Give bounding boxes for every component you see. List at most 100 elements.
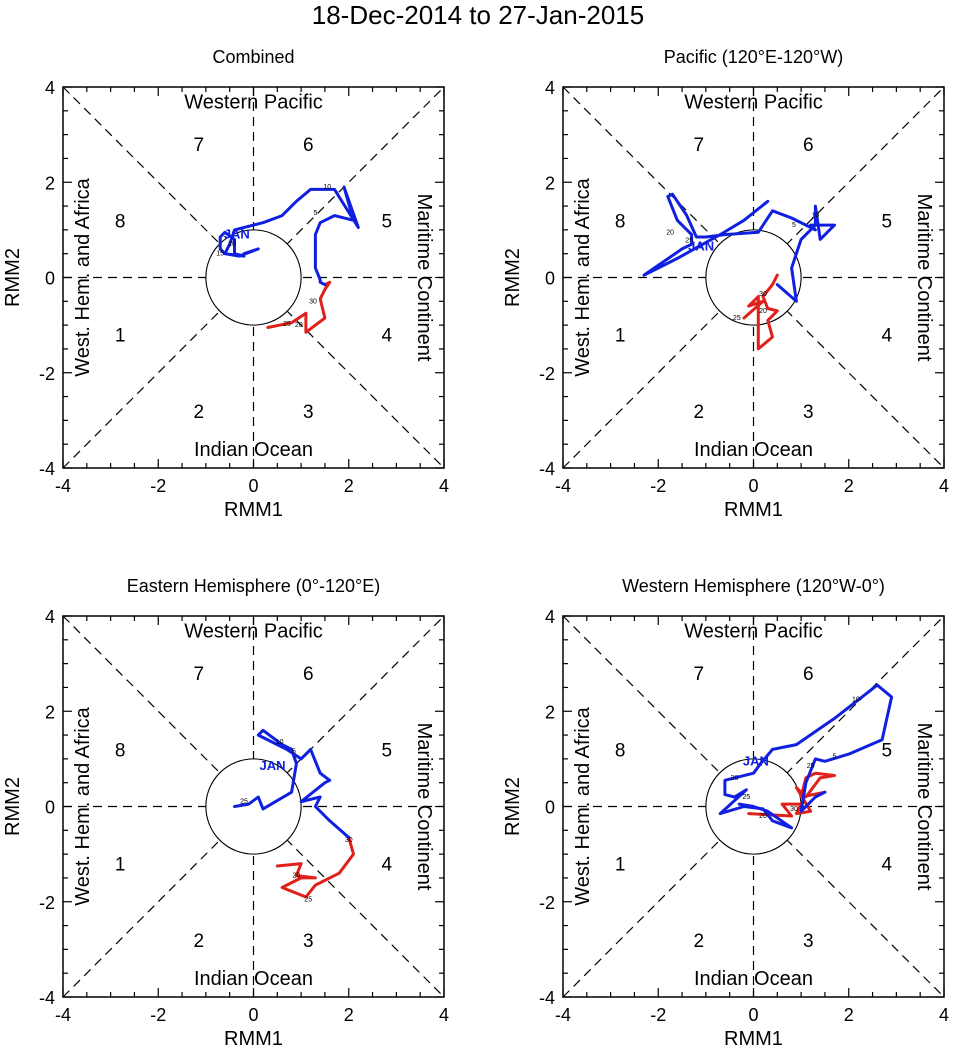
y-axis-label: RMM2	[2, 248, 24, 307]
y-tick-label: -2	[39, 893, 55, 913]
phase-number-5: 5	[382, 211, 393, 232]
series-line-january	[718, 683, 894, 830]
x-tick-label: 4	[439, 476, 449, 496]
region-label-right: Maritime Continent	[413, 194, 435, 362]
x-tick-label: 0	[748, 1005, 758, 1025]
panel-title: Pacific (120°E-120°W)	[664, 47, 843, 67]
phase-number-6: 6	[303, 664, 314, 685]
month-label: JAN	[260, 758, 286, 773]
day-label: 10	[276, 739, 284, 746]
day-label: 20	[759, 813, 767, 820]
y-tick-label: 0	[45, 798, 55, 818]
region-label-top: Western Pacific	[184, 620, 323, 642]
region-label-right: Maritime Continent	[913, 194, 935, 362]
x-tick-label: -4	[555, 1005, 571, 1025]
panel-title: Western Hemisphere (120°W-0°)	[622, 576, 885, 596]
x-tick-label: -4	[55, 1005, 71, 1025]
y-tick-label: -2	[539, 893, 555, 913]
day-label: 30	[309, 298, 317, 305]
figure-title: 18-Dec-2014 to 27-Jan-2015	[312, 0, 644, 30]
day-label: 25	[240, 799, 248, 806]
phase-number-4: 4	[382, 855, 393, 876]
phase-number-1: 1	[115, 855, 126, 876]
day-label: 25	[742, 794, 750, 801]
region-label-left: West. Hem. and Africa	[572, 706, 594, 905]
region-label-bottom: Indian Ocean	[194, 439, 313, 461]
y-tick-label: -2	[39, 364, 55, 384]
x-axis-label: RMM1	[724, 1028, 783, 1050]
x-tick-label: 0	[248, 476, 258, 496]
day-label: 20	[292, 873, 300, 880]
phase-number-1: 1	[115, 326, 126, 347]
chart-panel: Eastern Hemisphere (0°-120°E) -4 -2 0 2 4 -4 -2…	[2, 576, 449, 1050]
y-tick-label: 0	[545, 798, 555, 818]
phase-number-8: 8	[615, 740, 626, 761]
phase-number-6: 6	[303, 135, 314, 156]
x-tick-label: -2	[650, 476, 666, 496]
x-axis-label: RMM1	[224, 1028, 283, 1050]
day-label: 15	[216, 251, 224, 258]
day-label: 20	[759, 308, 767, 315]
phase-number-2: 2	[193, 402, 204, 423]
day-label: 25	[685, 237, 693, 244]
x-tick-label: 0	[248, 1005, 258, 1025]
y-tick-label: -4	[539, 459, 555, 479]
y-axis-label: RMM2	[502, 777, 524, 836]
region-label-bottom: Indian Ocean	[194, 968, 313, 990]
x-tick-label: -4	[555, 476, 571, 496]
y-axis-label: RMM2	[502, 248, 524, 307]
day-label: 20	[228, 241, 236, 248]
unit-circle	[705, 229, 802, 326]
phase-number-8: 8	[615, 211, 626, 232]
phase-number-4: 4	[882, 326, 893, 347]
day-label: 30	[790, 806, 798, 813]
phase-number-3: 3	[803, 931, 814, 952]
day-label: 25	[283, 321, 291, 328]
day-label: 20	[666, 229, 674, 236]
region-label-right: Maritime Continent	[413, 723, 435, 891]
phase-number-5: 5	[882, 740, 893, 761]
region-label-top: Western Pacific	[184, 91, 323, 113]
phase-number-1: 1	[615, 855, 626, 876]
y-tick-label: 4	[45, 78, 55, 98]
phase-number-2: 2	[193, 931, 204, 952]
phase-number-8: 8	[115, 211, 126, 232]
chart-panel: Combined -4 -2 0 2 4 -4 -2 0 2 4 RMM1 RMM2 Western Pa…	[2, 47, 449, 521]
x-tick-label: -2	[650, 1005, 666, 1025]
y-tick-label: 4	[545, 78, 555, 98]
day-label: 30	[345, 837, 353, 844]
day-label: 5	[792, 222, 796, 229]
x-axis-label: RMM1	[724, 499, 783, 521]
day-label: 10	[852, 696, 860, 703]
day-label: 10	[812, 213, 820, 220]
day-label: 25	[733, 315, 741, 322]
unit-circle	[205, 758, 302, 855]
y-tick-label: 2	[545, 173, 555, 193]
series-line-january	[233, 728, 351, 839]
phase-number-6: 6	[803, 135, 814, 156]
phase-number-7: 7	[693, 135, 704, 156]
x-tick-label: 2	[844, 1005, 854, 1025]
region-label-left: West. Hem. and Africa	[72, 177, 94, 376]
region-label-left: West. Hem. and Africa	[72, 706, 94, 905]
phase-number-7: 7	[193, 135, 204, 156]
region-label-top: Western Pacific	[684, 620, 823, 642]
day-label: 5	[313, 210, 317, 217]
phase-number-5: 5	[882, 211, 893, 232]
region-label-left: West. Hem. and Africa	[572, 177, 594, 376]
day-label: 25	[304, 896, 312, 903]
phase-number-4: 4	[382, 326, 393, 347]
chart-panel: Western Hemisphere (120°W-0°) -4 -2 0 2 4 -4 -2…	[502, 576, 949, 1050]
day-label: 10	[323, 184, 331, 191]
panel-title: Eastern Hemisphere (0°-120°E)	[127, 576, 381, 596]
phase-number-6: 6	[803, 664, 814, 685]
region-label-bottom: Indian Ocean	[694, 968, 813, 990]
x-tick-label: 4	[939, 1005, 949, 1025]
y-tick-label: -2	[539, 364, 555, 384]
y-tick-label: 2	[45, 702, 55, 722]
y-tick-label: 0	[45, 269, 55, 289]
phase-number-7: 7	[693, 664, 704, 685]
phase-number-2: 2	[693, 931, 704, 952]
x-tick-label: 0	[748, 476, 758, 496]
